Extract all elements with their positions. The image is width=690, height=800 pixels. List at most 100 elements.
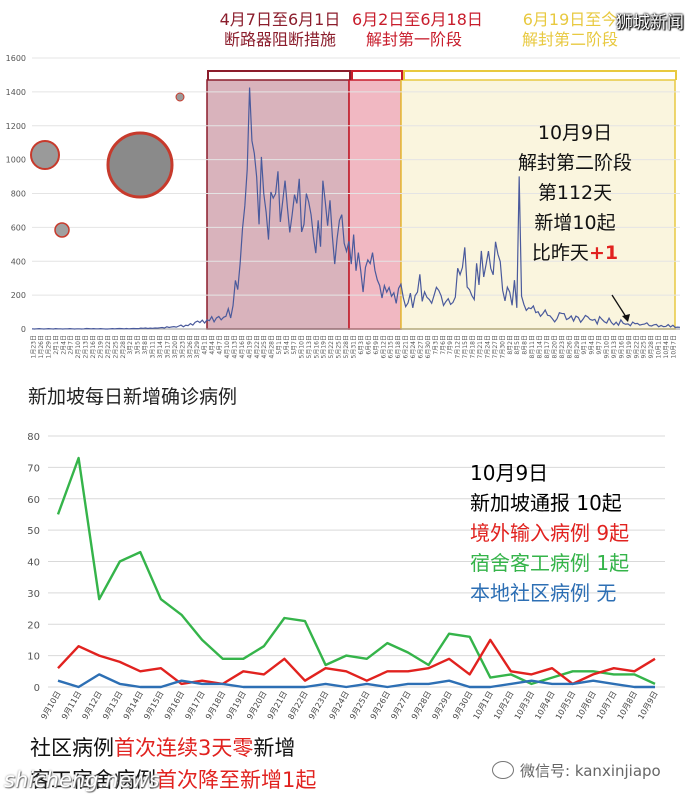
top-x-tick: 7月3日 [432, 335, 439, 355]
bottom-chart-y-axis: 0 10 20 30 40 50 60 70 80 [27, 432, 40, 694]
top-info-new-cases: 新增10起 [534, 212, 616, 234]
phase-one-bracket [351, 70, 403, 80]
bottom-y-tick: 80 [27, 432, 40, 443]
bottom-info-imported: 境外输入病例 9起 [470, 521, 630, 545]
circuit-breaker-band [206, 79, 350, 330]
top-x-tick: 1月23日 [31, 335, 38, 358]
wechat-icon [492, 761, 514, 779]
top-x-tick: 7月18日 [470, 335, 477, 358]
top-x-tick: 6月9日 [373, 335, 380, 355]
top-x-tick: 2月16日 [90, 335, 97, 358]
top-x-tick: 4月1日 [202, 335, 209, 355]
bottom-y-tick: 70 [27, 463, 40, 474]
breakdown-chart: 0 10 20 30 40 50 60 70 80 9月10日9月11日9月12日9月13日9月… [27, 432, 665, 722]
top-x-tick: 6月27日 [417, 335, 424, 358]
bottom-y-tick: 10 [27, 652, 40, 663]
top-info-day: 第112天 [537, 182, 613, 204]
top-y-tick: 1400 [6, 88, 26, 97]
top-x-tick: 3月11日 [150, 335, 157, 358]
top-x-tick: 5月4日 [284, 335, 291, 355]
bottom-chart-lines [56, 456, 656, 689]
phase-two-bracket [403, 70, 677, 80]
top-x-tick: 9月22日 [633, 335, 640, 358]
top-chart-x-axis: 1月23日 1月26日 1月29日 2月1日 2月4日 2月7日 2月10日 2月13日 2月1… [31, 328, 680, 358]
line2-prefix: 客工宿舍病例 [30, 768, 156, 792]
top-x-tick: 10月4日 [663, 335, 670, 358]
top-x-tick: 2月7日 [68, 335, 75, 355]
top-x-tick: 9月10日 [604, 335, 611, 358]
top-x-tick: 6月18日 [395, 335, 402, 358]
arrow-head [622, 314, 630, 322]
top-x-tick: 6月21日 [403, 335, 410, 358]
phase-one-label: 6月2日至6月18日 解封第一阶段 [352, 10, 483, 49]
circuit-breaker-label: 4月7日至6月1日 断路器阻断措施 [219, 10, 341, 49]
top-x-tick: 2月22日 [105, 335, 112, 358]
top-x-tick: 2月1日 [53, 335, 60, 355]
bottom-chart-grid [48, 435, 665, 688]
top-x-tick: 4月22日 [254, 335, 261, 358]
top-x-tick: 8月2日 [507, 335, 514, 355]
top-x-tick: 3月29日 [194, 335, 201, 358]
top-x-tick: 4月4日 [209, 335, 216, 355]
watermark-bottom-left: shicheng.news [4, 768, 160, 792]
bottom-text-line1: 社区病例首次连续3天零新增 [30, 732, 295, 762]
top-x-tick: 9月4日 [589, 335, 596, 355]
top-x-tick: 9月7日 [596, 335, 603, 355]
top-x-tick: 5月22日 [328, 335, 335, 358]
watermark-top-right: 狮城新闻 [616, 13, 684, 33]
top-x-tick: 5月13日 [306, 335, 313, 358]
virus-decoration [30, 92, 185, 238]
top-x-tick: 6月6日 [365, 335, 372, 355]
top-x-tick: 4月16日 [239, 335, 246, 358]
top-x-tick: 2月10日 [75, 335, 82, 358]
top-y-tick: 1000 [6, 156, 26, 165]
top-x-tick: 7月27日 [492, 335, 499, 358]
top-x-tick: 8月23日 [559, 335, 566, 358]
top-x-tick: 3月14日 [157, 335, 164, 358]
watermark-wechat: 微信号: kanxinjiapo [492, 760, 661, 781]
top-x-tick: 8月20日 [551, 335, 558, 358]
phase-two-label: 6月19日至今 解封第二阶段 [521, 10, 618, 49]
top-x-tick: 2月13日 [83, 335, 90, 358]
compare-prefix: 比昨天 [531, 242, 589, 264]
bottom-text-line2: 客工宿舍病例首次降至新增1起 [30, 764, 316, 794]
bottom-info-date: 10月9日 [470, 461, 549, 485]
wechat-id: 微信号: kanxinjiapo [520, 762, 661, 780]
bottom-chart-x-axis: 9月10日9月11日9月12日9月13日9月14日9月15日9月16日9月17日… [39, 690, 659, 722]
top-x-tick: 9月1日 [581, 335, 588, 355]
bottom-series-line-1 [57, 638, 656, 686]
line1-prefix: 社区病例 [30, 736, 114, 760]
top-x-tick: 7月9日 [447, 335, 454, 355]
top-x-tick: 5月1日 [276, 335, 283, 355]
circuit-breaker-bracket [207, 70, 351, 80]
top-x-tick: 8月11日 [529, 335, 536, 358]
top-x-tick: 6月30日 [425, 335, 432, 358]
top-x-tick: 7月21日 [477, 335, 484, 358]
top-x-tick: 8月26日 [566, 335, 573, 358]
top-x-tick: 4月7日 [217, 335, 224, 355]
top-x-tick: 7月24日 [484, 335, 491, 358]
top-info-compare: 比昨天+1 [500, 238, 650, 268]
top-y-tick: 1200 [6, 122, 26, 131]
top-x-tick: 6月24日 [410, 335, 417, 358]
top-x-tick: 7月6日 [440, 335, 447, 355]
top-x-tick: 7月30日 [499, 335, 506, 358]
top-x-tick: 8月5日 [514, 335, 521, 355]
virus-image-large [106, 131, 174, 199]
top-x-tick: 5月28日 [343, 335, 350, 358]
top-y-tick: 1600 [6, 54, 26, 63]
line1-suffix: 新增 [253, 736, 296, 760]
bottom-y-tick: 50 [27, 526, 40, 537]
bottom-info-dorm: 宿舍客工病例 1起 [470, 551, 630, 575]
top-x-tick: 9月19日 [626, 335, 633, 358]
top-x-tick: 2月19日 [97, 335, 104, 358]
top-x-tick: 9月13日 [611, 335, 618, 358]
top-x-tick: 4月13日 [231, 335, 238, 358]
top-x-tick: 10月7日 [671, 335, 678, 358]
top-y-tick: 200 [11, 291, 26, 300]
top-x-tick: 4月28日 [269, 335, 276, 358]
top-x-tick: 6月15日 [388, 335, 395, 358]
top-x-tick: 9月16日 [618, 335, 625, 358]
top-x-tick: 3月23日 [179, 335, 186, 358]
top-x-tick: 2月28日 [120, 335, 127, 358]
